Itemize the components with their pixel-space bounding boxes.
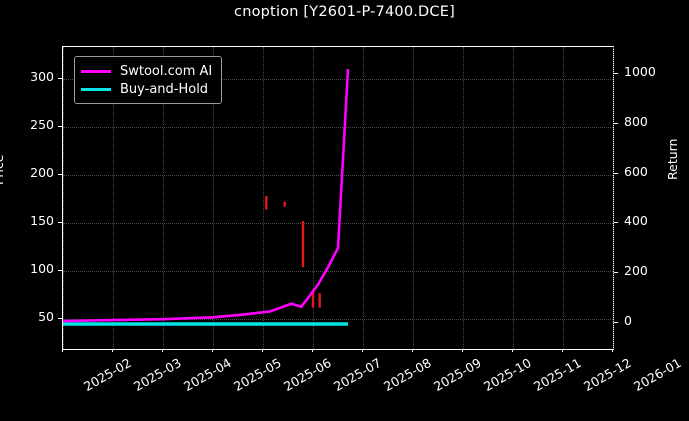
grid-line-horizontal: [63, 319, 613, 321]
grid-line-vertical: [163, 47, 164, 349]
y-tick-mark-right: [614, 222, 618, 224]
x-tick-mark: [312, 348, 313, 352]
x-tick-mark: [512, 348, 513, 352]
y-tick-mark-right: [614, 172, 618, 174]
y-tick-mark-right: [614, 321, 618, 323]
legend-swatch-ai: [81, 69, 111, 73]
x-tick-label: 2026-01: [630, 355, 684, 395]
y-tick-label-left: 50: [38, 309, 54, 325]
y-tick-label-left: 250: [30, 116, 54, 132]
grid-line-vertical: [563, 47, 564, 349]
chart-legend: Swtool.com AI Buy-and-Hold: [74, 56, 223, 104]
legend-label-hold: Buy-and-Hold: [120, 81, 209, 97]
y-tick-label-right: 800: [624, 114, 648, 130]
y-tick-label-right: 400: [624, 213, 648, 229]
grid-line-vertical: [413, 47, 414, 349]
x-tick-label: 2025-11: [530, 355, 584, 395]
grid-line-vertical: [113, 47, 114, 349]
grid-line-horizontal: [63, 78, 613, 80]
y-tick-mark-left: [58, 222, 62, 223]
y-tick-mark-left: [58, 318, 62, 320]
legend-item-hold: Buy-and-Hold: [81, 80, 212, 98]
grid-line-vertical: [513, 47, 514, 349]
grid-line-horizontal: [63, 223, 613, 224]
grid-line-vertical: [263, 47, 264, 349]
y-tick-label-right: 200: [624, 263, 648, 279]
y-tick-mark-left: [58, 270, 62, 272]
x-tick-mark: [62, 348, 63, 352]
x-tick-mark: [362, 348, 363, 352]
x-tick-mark: [612, 348, 613, 352]
legend-label-ai: Swtool.com AI: [120, 63, 213, 79]
y-tick-mark-right: [614, 73, 618, 75]
grid-line-vertical: [463, 47, 464, 349]
legend-item-ai: Swtool.com AI: [81, 62, 212, 80]
x-tick-label: 2025-08: [380, 355, 434, 395]
y-tick-label-right: 1000: [624, 64, 656, 80]
grid-line-horizontal: [63, 126, 613, 128]
trade-markers: [265, 196, 321, 308]
y-tick-mark-right: [614, 123, 618, 125]
grid-line-horizontal: [63, 174, 613, 176]
grid-line-vertical: [363, 47, 364, 349]
y-tick-mark-left: [58, 125, 62, 127]
grid-line-horizontal: [63, 271, 613, 273]
x-tick-label: 2025-07: [330, 355, 384, 395]
grid-line-vertical: [213, 47, 214, 349]
y-tick-label-left: 100: [30, 261, 54, 277]
x-tick-mark: [562, 348, 563, 352]
y-tick-mark-right: [614, 272, 618, 274]
x-tick-mark: [212, 348, 213, 352]
x-tick-mark: [262, 348, 263, 352]
x-tick-label: 2025-06: [280, 355, 334, 395]
y-tick-mark-left: [58, 77, 62, 79]
y-tick-label-left: 150: [30, 213, 54, 228]
chart-title: cnoption [Y2601-P-7400.DCE]: [234, 4, 455, 20]
y-tick-label-right: 0: [624, 312, 632, 328]
x-tick-label: 2025-12: [580, 355, 634, 395]
x-tick-mark: [412, 348, 413, 352]
plot-area: Swtool.com AI Buy-and-Hold: [62, 46, 614, 350]
x-tick-label: 2025-05: [230, 355, 284, 395]
x-tick-label: 2025-02: [80, 355, 134, 395]
grid-line-vertical: [63, 47, 64, 349]
y-tick-label-right: 600: [624, 163, 648, 179]
x-tick-label: 2025-04: [180, 355, 234, 395]
y-tick-mark-left: [58, 173, 62, 175]
y-axis-label-left: Price: [0, 154, 6, 186]
grid-line-vertical: [313, 47, 314, 349]
y-tick-label-left: 300: [30, 68, 54, 84]
legend-swatch-hold: [81, 87, 111, 91]
x-tick-mark: [462, 348, 463, 352]
x-tick-label: 2025-10: [480, 355, 534, 395]
y-tick-label-left: 200: [30, 164, 54, 180]
series-layer: [62, 69, 350, 326]
grid-line-vertical: [613, 47, 614, 349]
x-tick-label: 2025-09: [430, 355, 484, 395]
x-tick-label: 2025-03: [130, 355, 184, 395]
series-line-swtool-ai: [62, 69, 350, 323]
x-tick-mark: [162, 348, 163, 352]
x-tick-mark: [112, 348, 113, 352]
